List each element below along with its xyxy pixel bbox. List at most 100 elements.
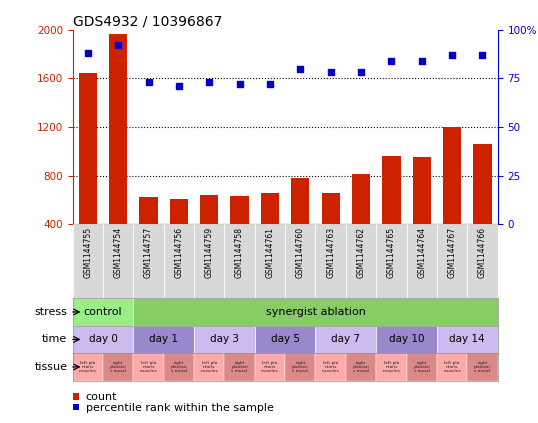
Bar xyxy=(164,353,194,381)
Point xyxy=(478,52,487,58)
Bar xyxy=(315,224,346,298)
Text: right
plantari
s muscl: right plantari s muscl xyxy=(231,361,248,373)
Bar xyxy=(376,353,407,381)
Bar xyxy=(322,192,340,273)
Bar xyxy=(73,298,133,326)
Bar xyxy=(255,353,285,381)
Bar xyxy=(170,199,188,273)
Text: day 5: day 5 xyxy=(271,335,300,344)
Bar xyxy=(109,35,128,273)
Text: right
plantari
s muscl: right plantari s muscl xyxy=(292,361,309,373)
Point xyxy=(205,79,214,85)
Text: GSM1144756: GSM1144756 xyxy=(174,227,183,278)
Bar xyxy=(468,353,498,381)
Bar xyxy=(103,353,133,381)
Bar xyxy=(133,353,164,381)
Text: synergist ablation: synergist ablation xyxy=(266,307,365,317)
Bar xyxy=(285,353,315,381)
Bar xyxy=(468,224,498,298)
Point xyxy=(417,58,426,64)
Bar xyxy=(407,224,437,298)
Text: right
plantari
s muscl: right plantari s muscl xyxy=(413,361,430,373)
Bar xyxy=(352,174,370,273)
Bar xyxy=(285,224,315,298)
Text: GDS4932 / 10396867: GDS4932 / 10396867 xyxy=(73,14,222,28)
Bar xyxy=(139,198,158,273)
Text: right
plantari
s muscl: right plantari s muscl xyxy=(171,361,187,373)
Bar xyxy=(133,326,194,353)
Text: count: count xyxy=(86,392,117,402)
Text: GSM1144767: GSM1144767 xyxy=(448,227,457,278)
Bar xyxy=(376,224,407,298)
Bar xyxy=(443,127,461,273)
Point xyxy=(357,69,365,76)
Bar xyxy=(437,224,468,298)
Text: left pla
ntaris
muscles: left pla ntaris muscles xyxy=(140,361,158,373)
Bar xyxy=(437,353,468,381)
Bar xyxy=(224,224,255,298)
Text: day 14: day 14 xyxy=(449,335,485,344)
Bar xyxy=(224,353,255,381)
Bar xyxy=(413,157,431,273)
Text: GSM1144762: GSM1144762 xyxy=(357,227,365,278)
Text: GSM1144763: GSM1144763 xyxy=(326,227,335,278)
Point xyxy=(83,49,92,56)
Text: GSM1144754: GSM1144754 xyxy=(114,227,123,278)
Text: left pla
ntaris
muscles: left pla ntaris muscles xyxy=(200,361,218,373)
Bar xyxy=(73,326,133,353)
Text: GSM1144761: GSM1144761 xyxy=(265,227,274,278)
Bar xyxy=(255,326,315,353)
Text: right
plantari
s muscl: right plantari s muscl xyxy=(353,361,370,373)
Bar xyxy=(346,224,376,298)
Text: left pla
ntaris
muscles: left pla ntaris muscles xyxy=(383,361,400,373)
Bar xyxy=(200,195,218,273)
Bar xyxy=(376,326,437,353)
Bar xyxy=(230,196,249,273)
Bar xyxy=(473,144,492,273)
Bar xyxy=(383,156,400,273)
Point xyxy=(144,79,153,85)
Text: right
plantari
s muscl: right plantari s muscl xyxy=(110,361,126,373)
Bar xyxy=(315,326,376,353)
Point xyxy=(114,42,123,49)
Text: day 7: day 7 xyxy=(331,335,360,344)
Bar xyxy=(315,353,346,381)
Bar xyxy=(346,353,376,381)
Bar xyxy=(194,353,224,381)
Bar xyxy=(407,353,437,381)
Bar xyxy=(437,326,498,353)
Text: GSM1144755: GSM1144755 xyxy=(83,227,93,278)
Text: left pla
ntaris
muscles: left pla ntaris muscles xyxy=(322,361,339,373)
Bar xyxy=(103,224,133,298)
Text: day 3: day 3 xyxy=(210,335,239,344)
Text: GSM1144764: GSM1144764 xyxy=(417,227,426,278)
Text: GSM1144757: GSM1144757 xyxy=(144,227,153,278)
Text: left pla
ntaris
muscles: left pla ntaris muscles xyxy=(443,361,461,373)
Text: percentile rank within the sample: percentile rank within the sample xyxy=(86,403,273,413)
Text: left pla
ntaris
muscles: left pla ntaris muscles xyxy=(261,361,279,373)
Bar xyxy=(291,178,309,273)
Text: time: time xyxy=(42,335,67,344)
Bar xyxy=(194,224,224,298)
Bar xyxy=(194,326,255,353)
Point xyxy=(174,82,183,89)
Text: GSM1144759: GSM1144759 xyxy=(205,227,214,278)
Text: control: control xyxy=(84,307,122,317)
Text: day 1: day 1 xyxy=(149,335,178,344)
Bar xyxy=(255,224,285,298)
Point xyxy=(448,52,456,58)
Point xyxy=(327,69,335,76)
Bar xyxy=(79,74,97,273)
Text: left pla
ntaris
muscles: left pla ntaris muscles xyxy=(79,361,97,373)
Text: stress: stress xyxy=(34,307,67,317)
Text: day 0: day 0 xyxy=(89,335,117,344)
Point xyxy=(235,81,244,88)
Text: GSM1144765: GSM1144765 xyxy=(387,227,396,278)
Bar xyxy=(133,224,164,298)
Point xyxy=(266,81,274,88)
Text: right
plantari
s muscl: right plantari s muscl xyxy=(474,361,491,373)
Point xyxy=(387,58,395,64)
Text: GSM1144760: GSM1144760 xyxy=(296,227,305,278)
Bar xyxy=(73,224,103,298)
Point xyxy=(296,65,305,72)
